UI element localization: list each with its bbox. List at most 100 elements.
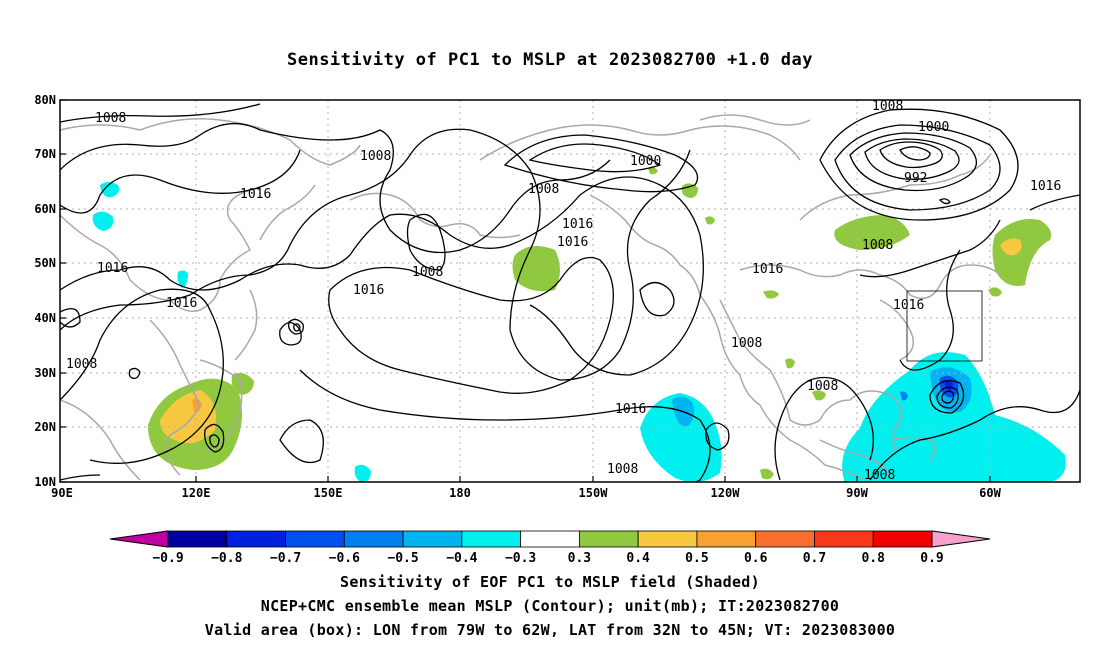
valid-area-box — [906, 290, 983, 362]
map-frame — [59, 99, 1081, 483]
contour-label: 1008 — [872, 99, 903, 114]
lat-label: 80N — [34, 93, 56, 107]
positive-patch — [648, 167, 658, 175]
negative-patch — [92, 211, 114, 231]
colorbar-segment — [814, 530, 874, 548]
contour-label: 1008 — [807, 379, 838, 394]
shaded-sensitivity — [92, 167, 1066, 482]
contour-label: 1008 — [731, 336, 762, 351]
lat-label: 10N — [34, 475, 56, 489]
lat-label: 60N — [34, 202, 56, 216]
contour-label: 1016 — [240, 187, 271, 202]
negative-patch — [944, 380, 953, 391]
negative-patch — [100, 182, 120, 198]
colorbar-label: −0.4 — [446, 551, 477, 566]
positive-patch — [760, 468, 774, 480]
colorbar-high-end — [931, 530, 991, 548]
colorbar-segment — [520, 530, 580, 548]
contour-label: 992 — [904, 171, 927, 186]
contour-label: 1008 — [95, 111, 126, 126]
negative-patch — [900, 391, 908, 401]
contour-label: 1016 — [557, 235, 588, 250]
colorbar-label: −0.9 — [152, 551, 183, 566]
colorbar-label: −0.5 — [387, 551, 418, 566]
colorbar-segment — [285, 530, 345, 548]
contour-label: 1000 — [630, 154, 661, 169]
positive-patch — [763, 290, 779, 299]
colorbar-low-end — [109, 530, 169, 548]
contour-label: 1016 — [353, 283, 384, 298]
negative-patch — [842, 352, 1066, 482]
contour-labels: 1008 1008 1000 1008 1016 1008 1016 1016 … — [66, 99, 1061, 483]
contour-label: 1008 — [412, 265, 443, 280]
negative-patch — [640, 393, 722, 482]
colorbar-label: −0.3 — [505, 551, 536, 566]
colorbar-segment — [343, 530, 404, 548]
negative-patch — [354, 464, 371, 482]
colorbar-segment — [167, 530, 228, 548]
colorbar-segment — [226, 530, 286, 548]
map-title: Sensitivity of PC1 to MSLP at 2023082700… — [286, 50, 813, 70]
lon-label: 150W — [579, 486, 609, 500]
colorbar-segment — [755, 530, 815, 548]
latitude-labels: 80N 70N 60N 50N 40N 30N 20N 10N — [34, 93, 56, 489]
lon-label: 120W — [711, 486, 741, 500]
positive-patch — [705, 216, 715, 225]
mslp-contours — [60, 103, 1080, 482]
contour-label: 1008 — [528, 182, 559, 197]
lon-label: 150E — [314, 486, 343, 500]
colorbar-label: 0.3 — [568, 551, 591, 566]
colorbar-label: 0.5 — [685, 551, 708, 566]
positive-patch — [992, 219, 1052, 286]
positive-patch — [988, 287, 1002, 297]
contour-label: 1016 — [562, 217, 593, 232]
lat-label: 20N — [34, 420, 56, 434]
positive-patch — [192, 398, 202, 413]
colorbar-label: −0.7 — [270, 551, 301, 566]
caption-line-2: NCEP+CMC ensemble mean MSLP (Contour); u… — [260, 597, 840, 615]
tick-marks — [60, 99, 991, 483]
positive-patch — [812, 390, 826, 401]
colorbar: −0.9 −0.8 −0.7 −0.6 −0.5 −0.4 −0.3 0.3 0.4 0.5 0.6… — [109, 530, 991, 566]
contour-label: 1016 — [752, 262, 783, 277]
contour-label: 1016 — [166, 296, 197, 311]
contour-label: 1016 — [1030, 179, 1061, 194]
lon-label: 60W — [979, 486, 1001, 500]
colorbar-label: −0.8 — [211, 551, 242, 566]
colorbar-label: 0.9 — [920, 551, 943, 566]
positive-patch — [160, 390, 216, 444]
positive-patch — [785, 358, 795, 369]
lat-label: 70N — [34, 147, 56, 161]
contour-label: 1008 — [862, 238, 893, 253]
positive-patch — [834, 215, 910, 250]
contour-label: 1016 — [97, 261, 128, 276]
colorbar-segment — [637, 530, 698, 548]
colorbar-segment — [872, 530, 933, 548]
contour-label: 1016 — [893, 298, 924, 313]
contour-label: 1008 — [864, 468, 895, 483]
lon-label: 120E — [182, 486, 211, 500]
colorbar-label: 0.8 — [861, 551, 885, 566]
contour-label: 1008 — [66, 357, 97, 372]
colorbar-label: −0.6 — [329, 551, 360, 566]
positive-patch — [681, 183, 698, 198]
contour-label: 1008 — [360, 149, 391, 164]
colorbar-segment — [578, 530, 639, 548]
colorbar-label: 0.7 — [803, 551, 826, 566]
colorbar-segment — [402, 530, 463, 548]
colorbar-label: 0.4 — [626, 551, 650, 566]
colorbar-label: 0.6 — [744, 551, 768, 566]
positive-patch — [512, 246, 560, 292]
colorbar-segment — [696, 530, 757, 548]
lat-label: 50N — [34, 256, 56, 270]
lon-label: 90W — [846, 486, 868, 500]
negative-patch — [177, 270, 188, 288]
longitude-labels: 90E 120E 150E 180 150W 120W 90W 60W — [51, 486, 1001, 500]
lat-label: 30N — [34, 366, 56, 380]
lon-label: 180 — [449, 486, 471, 500]
positive-patch — [1000, 238, 1022, 256]
lat-label: 40N — [34, 311, 56, 325]
caption-line-3: Valid area (box): LON from 79W to 62W, L… — [204, 621, 896, 639]
caption-line-1: Sensitivity of EOF PC1 to MSLP field (Sh… — [340, 573, 760, 591]
